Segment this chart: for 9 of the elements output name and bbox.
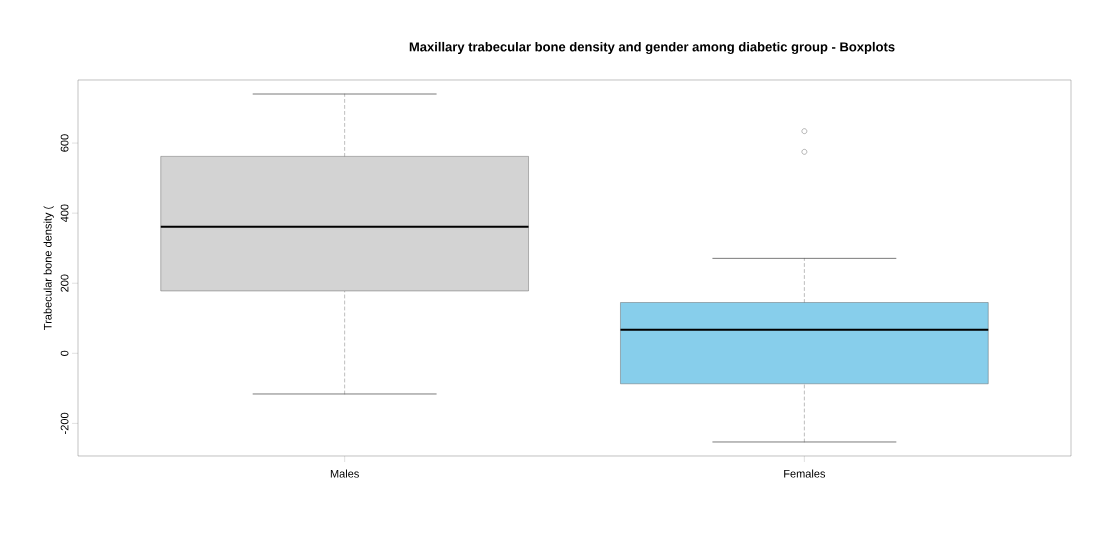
y-tick-label: -200 xyxy=(60,412,69,434)
y-axis-title: Trabecular bone density ( xyxy=(43,205,54,330)
y-tick-label: 400 xyxy=(60,204,69,223)
y-tick-label: 200 xyxy=(60,274,69,292)
x-tick-label: Females xyxy=(784,469,826,478)
x-tick-label: Males xyxy=(330,469,359,478)
y-tick-label: 600 xyxy=(60,134,69,152)
chart-title: Maxillary trabecular bone density and gender among diabetic group - Boxplots xyxy=(409,41,895,55)
y-tick-label: 0 xyxy=(60,350,69,356)
